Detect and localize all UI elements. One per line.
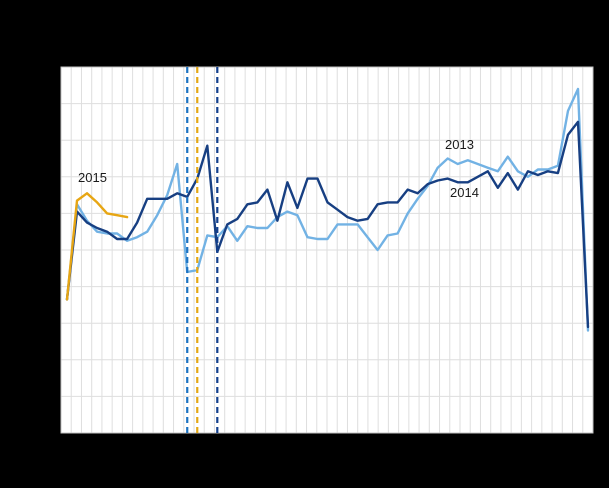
series-label-2014: 2014 (450, 185, 479, 200)
series-label-2013: 2013 (445, 137, 474, 152)
series-label-2015: 2015 (78, 170, 107, 185)
series-line-2013 (65, 87, 590, 332)
series-line-2014 (65, 120, 590, 329)
series-line-2015 (65, 192, 129, 301)
plot-border (60, 66, 594, 434)
